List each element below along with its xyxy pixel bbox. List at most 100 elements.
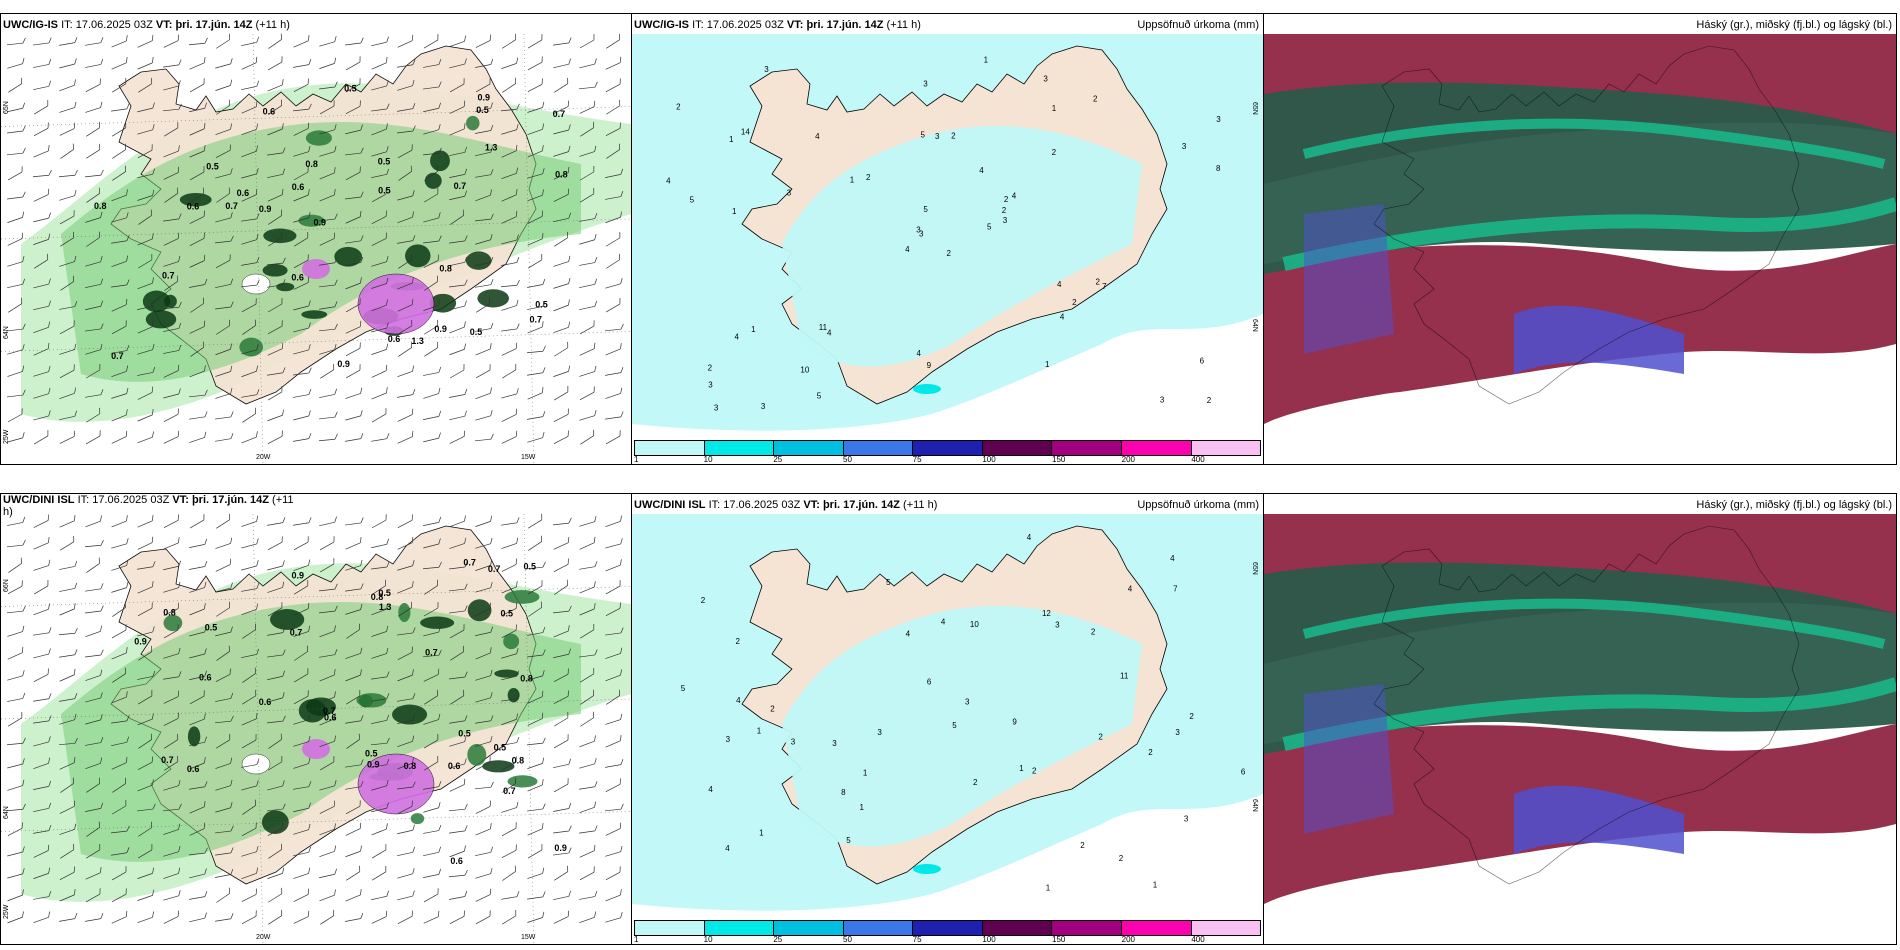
wind-barb: [475, 735, 493, 747]
wind-barb: [319, 868, 337, 879]
wind-barb: [423, 781, 442, 790]
wind-barb: [163, 122, 179, 137]
precip-value-label: 1: [732, 207, 737, 216]
precip-value-label: 2: [973, 778, 978, 787]
hatched-area: [241, 753, 271, 775]
wind-barb: [164, 275, 178, 291]
wind-barb: [553, 802, 572, 812]
precip-cell: [239, 337, 263, 357]
wind-barb: [85, 101, 103, 113]
wind-barb: [501, 103, 520, 112]
wind-barb: [527, 278, 546, 288]
wind-barb: [319, 301, 338, 310]
wind-barb: [475, 715, 494, 724]
precip-value-label: 0.7: [529, 315, 542, 325]
wind-barb: [137, 514, 154, 528]
wind-barb: [293, 602, 310, 616]
wind-barb: [553, 517, 572, 526]
wind-barb: [397, 868, 415, 879]
lat-label: 64N: [1251, 799, 1258, 812]
wind-barb: [319, 100, 335, 115]
wind-barb: [241, 867, 259, 880]
wind-barb: [475, 537, 493, 549]
precip-value-label: 14: [741, 128, 750, 137]
wind-barb: [215, 301, 234, 310]
colorbar-tick-label: 100: [982, 455, 996, 464]
wind-barb: [423, 254, 439, 268]
wind-barb: [241, 431, 258, 444]
wind-barb: [475, 647, 492, 660]
wind-barb: [137, 602, 153, 617]
wind-barb: [371, 844, 387, 859]
wind-barb: [475, 387, 492, 400]
wind-barb: [85, 866, 102, 880]
lat-label: 65N: [1251, 562, 1258, 575]
wind-barb: [267, 367, 286, 376]
precip-value-label: 4: [941, 617, 946, 626]
wind-barb: [424, 579, 439, 595]
lat-label: 64N: [3, 326, 10, 339]
wind-barb: [475, 410, 493, 421]
wind-barb: [163, 647, 181, 659]
iceland-outline: [1373, 525, 1800, 885]
wind-barb: [423, 561, 442, 570]
precip-value-label: 0.6: [199, 673, 212, 683]
wind-barb: [189, 320, 206, 334]
wind-barb: [59, 189, 77, 201]
wind-barb: [215, 582, 233, 593]
wind-barb: [189, 166, 205, 181]
wind-barb: [319, 516, 337, 527]
precip-value-label: 3: [935, 132, 940, 141]
precip-value-label: 0.8: [371, 592, 384, 602]
wind-barb: [371, 823, 388, 836]
wind-barb: [475, 102, 493, 113]
wind-barb: [189, 102, 207, 113]
precip-value-label: 2: [735, 637, 740, 646]
wind-barb: [527, 891, 546, 900]
wind-barb: [605, 430, 621, 445]
wind-barb: [241, 100, 258, 114]
wind-barb: [85, 714, 103, 725]
colorbar-swatch: [774, 921, 844, 935]
wind-barb: [553, 648, 571, 659]
wind-barb: [553, 825, 572, 834]
precip-colorbar: 1 10 25 50 75 100 150 200 400: [632, 438, 1263, 464]
wind-barb: [397, 365, 415, 378]
wind-barb: [164, 187, 178, 203]
wind-barb: [475, 846, 494, 857]
colorbar-swatch: [913, 921, 983, 935]
wind-barb: [319, 583, 338, 592]
wind-barb: [475, 582, 493, 593]
precip-value-label: 3: [1184, 815, 1189, 824]
wind-barb: [86, 777, 101, 793]
wind-barb: [137, 102, 155, 113]
precip-value-label: 1: [850, 176, 855, 185]
wind-barb: [241, 582, 260, 592]
precip-value-label: 4: [735, 333, 740, 342]
wind-barb: [528, 535, 543, 551]
wind-barb: [33, 321, 51, 334]
wind-barb: [397, 79, 415, 91]
wind-barb: [86, 407, 101, 423]
wind-barb: [215, 825, 234, 834]
wind-barb: [606, 253, 621, 269]
precip-value-label: 0.7: [161, 755, 174, 765]
wind-barb: [293, 300, 311, 311]
wind-barb: [137, 779, 154, 792]
wind-barb: [579, 561, 598, 570]
wind-barb: [397, 800, 413, 815]
wind-barb: [371, 866, 387, 881]
wind-barb: [241, 80, 260, 91]
wind-barb: [189, 670, 207, 681]
wind-barb: [371, 103, 390, 112]
wind-barb: [33, 715, 52, 724]
wind-barb: [319, 189, 336, 202]
wind-barb: [137, 756, 153, 770]
precip-value-label: 2: [1095, 278, 1100, 287]
wind-barb: [527, 210, 543, 224]
precip-value-label: 3: [726, 735, 731, 744]
colorbar-tick-label: 200: [1121, 935, 1136, 944]
wind-barb: [7, 255, 25, 267]
wind-barb: [398, 319, 413, 335]
wind-barb: [423, 432, 441, 443]
